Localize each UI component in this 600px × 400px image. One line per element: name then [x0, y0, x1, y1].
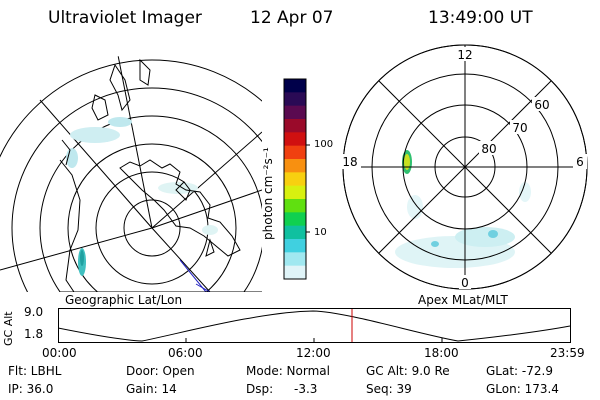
ip-info: IP: 36.0 — [8, 382, 54, 396]
seq-info: Seq: 39 — [366, 382, 412, 396]
mlt-label-6: 6 — [576, 155, 584, 169]
gc-alt-info: GC Alt: 9.0 Re — [366, 364, 450, 378]
mlt-label-12: 12 — [457, 48, 472, 62]
colorbar-cell — [284, 132, 306, 147]
altitude-xtick-4: 23:59 — [550, 346, 585, 360]
dsp-label: Dsp: — [246, 382, 274, 396]
apex-label: Apex MLat/MLT — [418, 293, 508, 307]
geographic-map — [0, 53, 262, 292]
colorbar-cell — [284, 105, 306, 120]
colorbar-cell — [284, 225, 306, 240]
mlat-label-70: 70 — [512, 121, 527, 135]
glat-info: GLat: -72.9 — [486, 364, 553, 378]
colorbar-cell — [284, 239, 306, 253]
colorbar-cell — [284, 265, 306, 280]
mode-info: Mode: Normal — [246, 364, 330, 378]
altitude-plot — [58, 308, 571, 343]
colorbar-unit-label: photon cm⁻²s⁻¹ — [262, 147, 275, 240]
altitude-ytick-low: 1.8 — [24, 327, 44, 341]
colorbar-cell — [284, 79, 306, 93]
colorbar-cell — [284, 185, 306, 200]
colorbar-cell — [284, 159, 306, 173]
gain-info: Gain: 14 — [126, 382, 177, 396]
colorbar-cell — [284, 252, 306, 267]
mlat-label-80: 80 — [481, 142, 496, 156]
door-info: Door: Open — [126, 364, 195, 378]
colorbar-cell — [284, 172, 306, 187]
geographic-label: Geographic Lat/Lon — [65, 293, 183, 307]
altitude-ytick-high: 9.0 — [24, 305, 44, 319]
colorbar: photon cm⁻²s⁻¹ — [262, 78, 310, 280]
colorbar-cell — [284, 92, 306, 107]
colorbar-tick-10: 10 — [314, 227, 327, 238]
colorbar-cell — [284, 199, 306, 213]
colorbar-cell — [284, 145, 306, 160]
dsp-value: -3.3 — [294, 382, 318, 396]
mlat-label-60: 60 — [534, 98, 549, 112]
instrument-title: Ultraviolet Imager — [48, 8, 202, 28]
filter-info: Flt: LBHL — [8, 364, 62, 378]
magnetic-polar-map: 12 18 6 0 60 70 80 — [339, 44, 588, 290]
altitude-xtick-1: 06:00 — [168, 346, 203, 360]
date-label: 12 Apr 07 — [250, 8, 334, 28]
glon-info: GLon: 173.4 — [486, 382, 559, 396]
time-label: 13:49:00 UT — [428, 8, 533, 28]
colorbar-cell — [284, 212, 306, 227]
colorbar-cell — [284, 119, 306, 133]
altitude-xtick-2: 12:00 — [296, 346, 331, 360]
altitude-ylabel: GC Alt — [2, 311, 15, 346]
altitude-xtick-3: 18:00 — [424, 346, 459, 360]
colorbar-tick-100: 100 — [314, 139, 334, 150]
mlt-label-0: 0 — [461, 276, 469, 290]
mlt-label-18: 18 — [342, 155, 357, 169]
altitude-xtick-0: 00:00 — [42, 346, 77, 360]
